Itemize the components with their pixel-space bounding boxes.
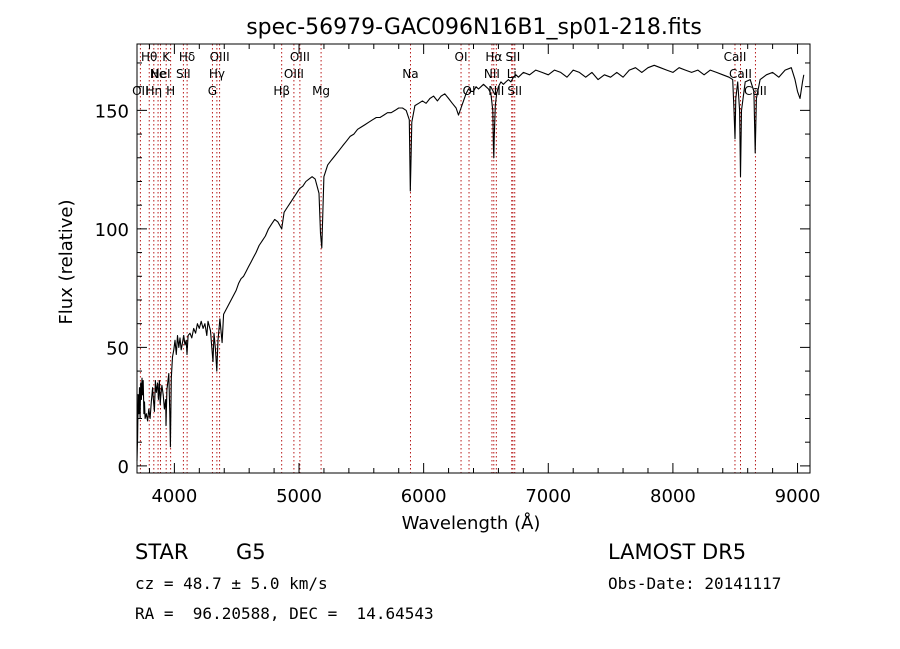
line-marker-label: OIII bbox=[284, 67, 304, 81]
y-tick-label: 150 bbox=[95, 101, 129, 122]
spectral-line-markers bbox=[139, 44, 756, 473]
line-marker-label: SII bbox=[506, 50, 521, 64]
observation-date: Obs-Date: 20141117 bbox=[608, 574, 782, 593]
line-marker-label: CaII bbox=[744, 84, 767, 98]
x-tick-label: 7000 bbox=[525, 486, 571, 507]
redshift-value: cz = 48.7 ± 5.0 km/s bbox=[135, 574, 328, 593]
line-marker-label: OIII bbox=[290, 50, 310, 64]
line-marker-label: G bbox=[208, 84, 217, 98]
x-axis: 4000 5000 6000 7000 8000 9000 bbox=[148, 44, 821, 507]
line-marker-label: OIII bbox=[210, 50, 230, 64]
line-marker-label: SII bbox=[176, 67, 191, 81]
x-tick-label: 4000 bbox=[151, 486, 197, 507]
line-marker-label: NII bbox=[484, 67, 500, 81]
y-tick-label: 50 bbox=[106, 338, 129, 359]
line-marker-label: Li bbox=[507, 67, 517, 81]
line-marker-label: Hβ bbox=[273, 84, 290, 98]
object-type: STAR bbox=[135, 540, 189, 564]
line-marker-label: Na bbox=[402, 67, 418, 81]
line-marker-label: HeI bbox=[151, 67, 171, 81]
line-marker-label: OII bbox=[132, 84, 149, 98]
line-marker-label: CaII bbox=[729, 67, 752, 81]
y-axis: 0 50 100 150 bbox=[95, 62, 810, 478]
line-marker-label: Ne bbox=[150, 67, 166, 81]
y-tick-label: 0 bbox=[118, 457, 129, 478]
line-marker-label: Mg bbox=[312, 84, 330, 98]
y-axis-label: Flux (relative) bbox=[56, 199, 77, 324]
plot-frame bbox=[136, 43, 811, 474]
line-marker-label: Hα bbox=[485, 50, 502, 64]
line-marker-label: OI bbox=[455, 50, 468, 64]
line-marker-label: Hθ bbox=[141, 50, 157, 64]
series-layer bbox=[136, 64, 805, 462]
x-tick-label: 5000 bbox=[276, 486, 322, 507]
spectral-line-labels: OIIHθHηNeHeIKHSIIHδGHγOIIIHβOIIIOIIIMgNa… bbox=[132, 50, 767, 98]
spectral-subclass: G5 bbox=[236, 540, 266, 564]
x-tick-label: 8000 bbox=[650, 486, 696, 507]
line-marker-label: CaII bbox=[724, 50, 747, 64]
x-axis-label: Wavelength (Å) bbox=[402, 512, 541, 534]
line-marker-label: Hδ bbox=[179, 50, 195, 64]
survey-name: LAMOST DR5 bbox=[608, 540, 747, 564]
line-marker-label: SII bbox=[507, 84, 522, 98]
line-marker-label: NII bbox=[488, 84, 504, 98]
spectrum-line-0 bbox=[136, 64, 805, 462]
line-marker-label: Hη bbox=[146, 84, 163, 98]
y-tick-label: 100 bbox=[95, 220, 129, 241]
x-tick-label: 6000 bbox=[401, 486, 447, 507]
line-marker-label: H bbox=[166, 84, 175, 98]
chart-title: spec-56979-GAC096N16B1_sp01-218.fits bbox=[246, 15, 702, 40]
coordinates: RA = 96.20588, DEC = 14.64543 bbox=[135, 604, 434, 623]
line-marker-label: Hγ bbox=[209, 67, 225, 81]
line-marker-label: K bbox=[162, 50, 171, 64]
x-tick-label: 9000 bbox=[775, 486, 821, 507]
